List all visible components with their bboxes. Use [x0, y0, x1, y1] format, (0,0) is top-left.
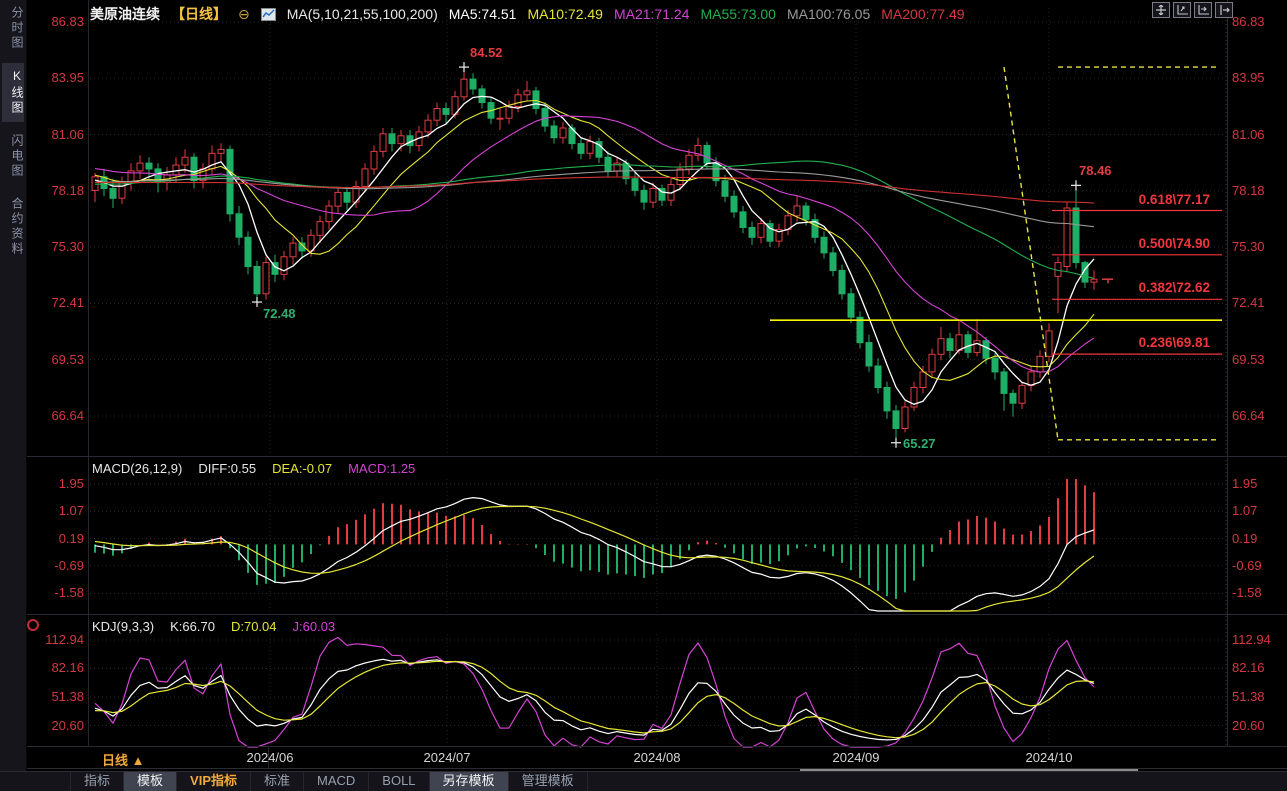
ma55-value: MA55:73.00: [700, 6, 776, 22]
ma55-line: [94, 160, 1095, 279]
macd-diff-line: [94, 497, 1095, 612]
divider: [1227, 0, 1228, 746]
move-chart-icon[interactable]: [1152, 2, 1170, 18]
chart-toolbar: [1152, 2, 1233, 18]
ma10-line: [94, 99, 1095, 381]
divider: [268, 747, 269, 768]
macd-histogram: [94, 479, 1095, 599]
tab-macd[interactable]: MACD: [304, 772, 370, 791]
macd-dea-line: [94, 505, 1095, 612]
shift-left-icon[interactable]: [1173, 2, 1191, 18]
indicator-cycle-icon[interactable]: [27, 619, 39, 631]
ma10-value: MA10:72.49: [527, 6, 603, 22]
ma-params-label: MA(5,10,21,55,100,200): [286, 6, 438, 22]
chart-type-icon[interactable]: [260, 7, 276, 21]
macd-params: MACD(26,12,9): [92, 461, 183, 476]
divider: [26, 456, 1287, 457]
macd-dea-value: DEA:-0.07: [272, 461, 333, 476]
kdj-params: KDJ(9,3,3): [92, 619, 155, 634]
ma5-value: MA5:74.51: [448, 6, 517, 22]
kdj-j-value: J:60.03: [292, 619, 336, 634]
kdj-d-line: [94, 660, 1095, 739]
divider: [26, 746, 1287, 747]
sidebar-tab-flash-chart[interactable]: 闪电图: [10, 134, 24, 179]
indicator-toolbar: 指标 模板 VIP指标 标准 MACD BOLL 另存模板 管理模板: [0, 771, 1287, 791]
kdj-k-value: K:66.70: [170, 619, 215, 634]
collapse-icon[interactable]: ⊖: [238, 5, 250, 22]
candlestick-series: [91, 67, 1098, 443]
divider: [88, 0, 89, 746]
ma200-value: MA200:77.49: [881, 6, 965, 22]
scrollbar-thumb[interactable]: [800, 769, 1138, 772]
divider: [26, 614, 1287, 615]
sidebar-tab-time-chart[interactable]: 分时图: [10, 6, 24, 51]
divider: [26, 768, 1287, 769]
ma21-line: [94, 115, 1095, 373]
ma100-line: [94, 168, 1095, 228]
tab-manage-templates[interactable]: 管理模板: [509, 772, 588, 791]
exit-chart-icon[interactable]: [1215, 2, 1233, 18]
tab-indicators[interactable]: 指标: [71, 772, 125, 791]
ma200-line: [95, 176, 1095, 204]
macd-macd-value: MACD:1.25: [348, 461, 416, 476]
chart-mode-sidebar: 分时图 K线图 闪电图 合约资料: [0, 0, 27, 790]
macd-panel-title: MACD(26,12,9) DIFF:0.55 DEA:-0.07 MACD:1…: [92, 461, 415, 476]
tab-save-template[interactable]: 另存模板: [429, 772, 509, 791]
tab-standard[interactable]: 标准: [251, 772, 305, 791]
tab-boll[interactable]: BOLL: [369, 772, 430, 791]
chart-header: 美原油连续 【日线】 ⊖ MA(5,10,21,55,100,200) MA5:…: [90, 5, 965, 23]
kdj-k-line: [94, 658, 1095, 741]
sidebar-tab-kline-chart[interactable]: K线图: [2, 63, 24, 122]
kdj-j-line: [94, 636, 1095, 748]
period-label: 【日线】: [171, 6, 227, 22]
macd-diff-value: DIFF:0.55: [198, 461, 257, 476]
kdj-panel-title: KDJ(9,3,3) K:66.70 D:70.04 J:60.03: [92, 619, 335, 634]
ma21-value: MA21:71.24: [613, 6, 690, 22]
ma100-value: MA100:76.05: [786, 6, 871, 22]
toolbar-spacer: [0, 772, 71, 791]
shift-right-icon[interactable]: [1194, 2, 1212, 18]
kdj-d-value: D:70.04: [230, 619, 277, 634]
tab-vip-indicators[interactable]: VIP指标: [177, 772, 251, 791]
sidebar-tab-contract-info[interactable]: 合约资料: [10, 197, 24, 257]
ma5-line: [94, 95, 1095, 405]
symbol-name: 美原油连续: [90, 6, 160, 22]
period-selector[interactable]: 日线 ▲: [102, 753, 145, 768]
tab-templates[interactable]: 模板: [124, 772, 178, 791]
